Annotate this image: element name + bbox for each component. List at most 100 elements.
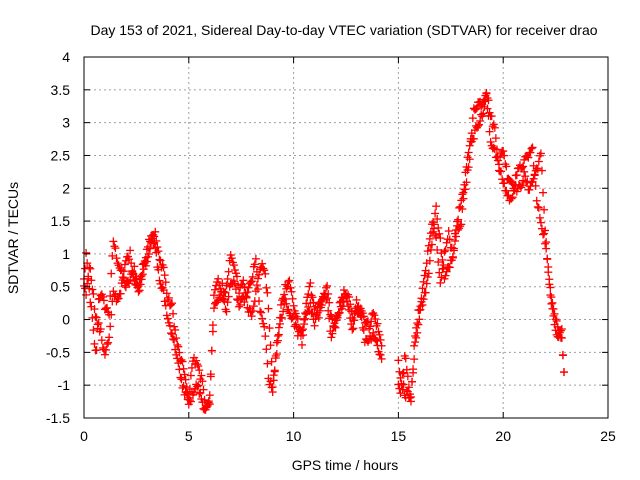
data-point <box>423 273 432 282</box>
data-point <box>357 313 366 322</box>
data-point <box>539 188 548 197</box>
tick-labels: 0 5 10 15 20 25 -1.5 -1 -0.5 0 0.5 1 1.5 2 2.5 3 3.5 4 <box>46 49 616 444</box>
data-point <box>247 312 256 321</box>
data-point <box>473 103 481 112</box>
chart-title: Day 153 of 2021, Sidereal Day-to-day VTE… <box>90 22 597 38</box>
data-point <box>372 337 381 346</box>
data-point <box>231 285 240 294</box>
data-point <box>533 202 542 211</box>
data-point <box>198 377 207 386</box>
data-point <box>322 295 331 304</box>
data-point <box>458 205 467 214</box>
data-point <box>151 243 160 252</box>
data-point <box>300 320 309 329</box>
data-point <box>485 127 494 136</box>
data-point <box>415 306 424 315</box>
data-point <box>557 333 566 342</box>
data-point <box>85 263 94 272</box>
data-point <box>155 276 164 285</box>
data-point <box>544 263 553 272</box>
data-point <box>436 278 445 287</box>
data-point <box>395 384 404 393</box>
data-point <box>524 153 533 162</box>
data-point <box>104 338 113 347</box>
data-point <box>530 170 539 179</box>
data-point <box>154 265 163 274</box>
data-point <box>156 256 165 265</box>
data-point <box>312 311 321 320</box>
data-point <box>256 307 265 316</box>
data-point <box>547 299 556 308</box>
data-point <box>205 391 214 400</box>
data-point <box>335 298 344 307</box>
data-point <box>127 259 136 268</box>
data-point <box>200 395 209 404</box>
data-point <box>299 325 308 334</box>
data-point <box>310 321 319 330</box>
data-point <box>266 341 275 350</box>
data-point <box>125 279 134 288</box>
data-point <box>441 246 450 255</box>
data-point <box>105 333 114 342</box>
data-point <box>120 260 129 269</box>
data-point <box>125 255 134 264</box>
plot-frame <box>83 56 609 419</box>
data-point <box>103 303 112 312</box>
y-tick-label: 2 <box>62 180 70 196</box>
data-point <box>329 321 338 330</box>
data-point <box>348 325 357 334</box>
data-point <box>166 329 175 338</box>
data-point <box>468 114 477 123</box>
data-point <box>258 314 267 323</box>
data-point <box>461 168 470 177</box>
data-point <box>103 340 112 349</box>
data-point <box>527 144 536 153</box>
data-point <box>267 357 276 366</box>
data-point <box>425 256 434 265</box>
data-point <box>463 153 472 162</box>
data-point <box>252 267 261 276</box>
data-point <box>229 261 238 270</box>
data-point <box>434 258 443 267</box>
data-point <box>425 234 434 243</box>
data-point <box>195 366 204 375</box>
data-point <box>459 194 468 203</box>
data-point <box>542 244 551 253</box>
data-point <box>178 383 187 392</box>
data-point <box>370 311 379 320</box>
data-point <box>137 271 146 280</box>
data-point <box>92 313 101 322</box>
data-point <box>289 312 298 321</box>
data-point <box>374 327 383 336</box>
data-point <box>168 299 177 308</box>
data-point <box>98 292 107 301</box>
data-point <box>284 277 293 286</box>
data-point <box>252 281 261 290</box>
data-point <box>247 277 256 286</box>
data-point <box>253 285 262 294</box>
data-point <box>479 109 488 118</box>
data-point <box>484 111 493 120</box>
data-point <box>474 121 483 130</box>
data-point <box>522 178 531 187</box>
data-point <box>133 281 142 290</box>
data-point <box>410 355 419 364</box>
data-point <box>255 297 264 306</box>
data-point <box>128 266 137 275</box>
data-point <box>499 147 508 156</box>
data-point <box>350 316 359 325</box>
data-point <box>328 329 337 338</box>
data-point <box>345 305 354 314</box>
y-tick-label: 3.5 <box>51 82 71 98</box>
data-point <box>518 181 527 190</box>
data-point <box>126 275 135 284</box>
data-point <box>211 285 219 294</box>
data-point <box>171 325 180 334</box>
data-point <box>193 382 202 391</box>
data-point <box>475 120 484 129</box>
data-point <box>129 270 138 279</box>
data-point <box>271 351 280 360</box>
data-point <box>462 162 471 171</box>
data-point <box>342 292 350 301</box>
data-point <box>119 267 128 276</box>
